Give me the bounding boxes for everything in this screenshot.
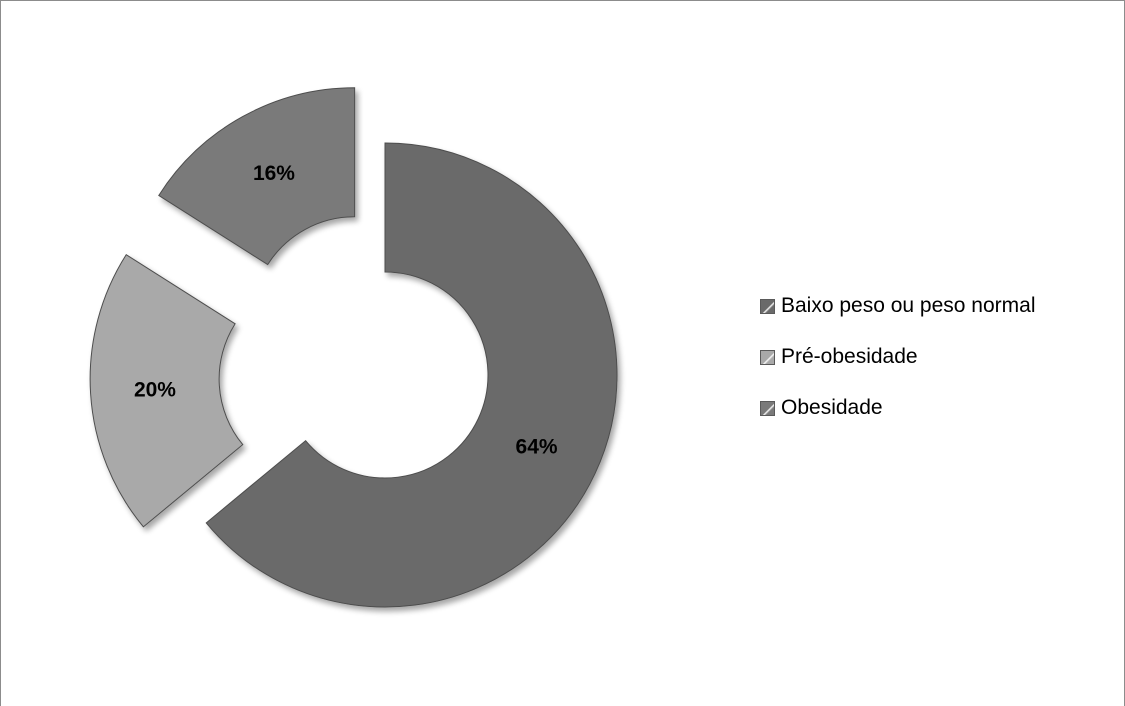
legend-item-obesidade: Obesidade bbox=[760, 395, 1120, 421]
data-label-3: 16% bbox=[253, 162, 295, 185]
legend-label: Pré-obesidade bbox=[781, 345, 918, 368]
legend: Baixo peso ou peso normal Pré-obesidade … bbox=[760, 293, 1120, 446]
legend-swatch-icon bbox=[760, 400, 775, 416]
legend-label: Baixo peso ou peso normal bbox=[781, 294, 1036, 317]
legend-label: Obesidade bbox=[781, 396, 883, 419]
donut-slice-3 bbox=[158, 87, 356, 266]
legend-swatch-icon bbox=[760, 298, 775, 314]
data-labels: 64% 20% 16% bbox=[134, 162, 558, 458]
donut-slice-1 bbox=[205, 142, 618, 608]
data-label-2: 20% bbox=[134, 378, 176, 401]
legend-item-baixo-peso: Baixo peso ou peso normal bbox=[760, 293, 1120, 319]
legend-item-pre-obesidade: Pré-obesidade bbox=[760, 344, 1120, 370]
data-label-1: 64% bbox=[516, 435, 558, 458]
legend-swatch-icon bbox=[760, 349, 775, 365]
donut-slice-2 bbox=[89, 253, 244, 528]
donut-slices bbox=[89, 87, 618, 608]
